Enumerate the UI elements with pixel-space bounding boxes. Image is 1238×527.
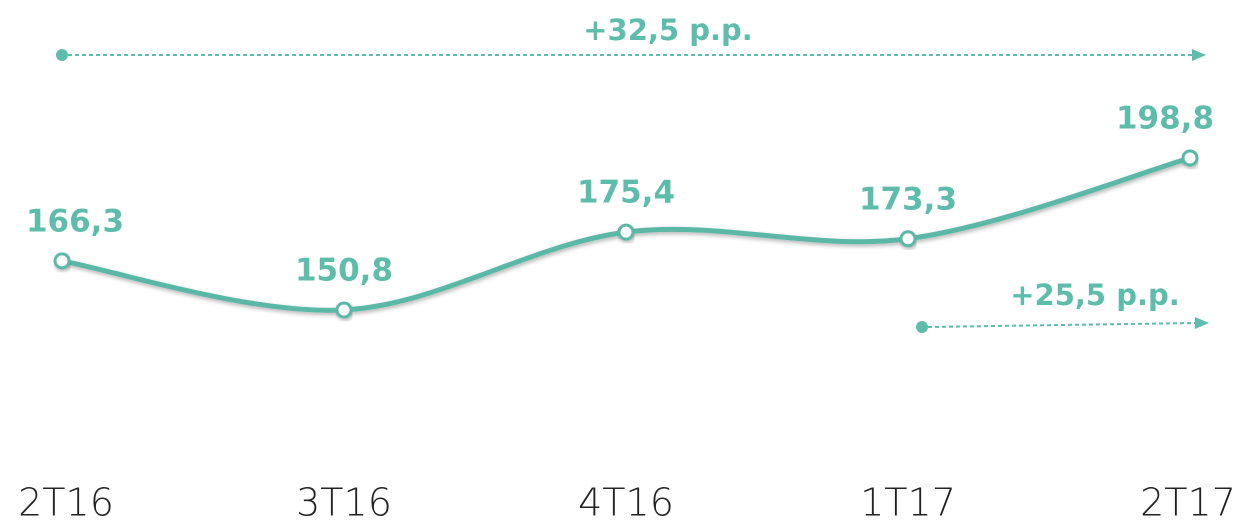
x-tick-label: 2T16 bbox=[18, 481, 114, 525]
point bbox=[899, 230, 917, 248]
point bbox=[335, 301, 353, 319]
data-label: 198,8 bbox=[1116, 101, 1214, 137]
annotation: +25,5 p.p. bbox=[1010, 278, 1180, 312]
x-tick-label: 3T16 bbox=[296, 481, 392, 525]
arrow-year bbox=[916, 317, 1209, 333]
data-label: 175,4 bbox=[577, 175, 675, 211]
x-tick-label: 2T17 bbox=[1140, 481, 1236, 525]
data-label: 166,3 bbox=[26, 203, 124, 239]
data-label: 173,3 bbox=[859, 181, 957, 217]
x-tick-label: 1T17 bbox=[860, 481, 956, 525]
point bbox=[1181, 149, 1199, 167]
arrow-total bbox=[56, 49, 1206, 61]
data-label: 150,8 bbox=[295, 253, 393, 289]
point bbox=[617, 223, 635, 241]
point bbox=[53, 252, 71, 270]
x-tick-label: 4T16 bbox=[578, 481, 674, 525]
annotation: +32,5 p.p. bbox=[583, 13, 753, 47]
